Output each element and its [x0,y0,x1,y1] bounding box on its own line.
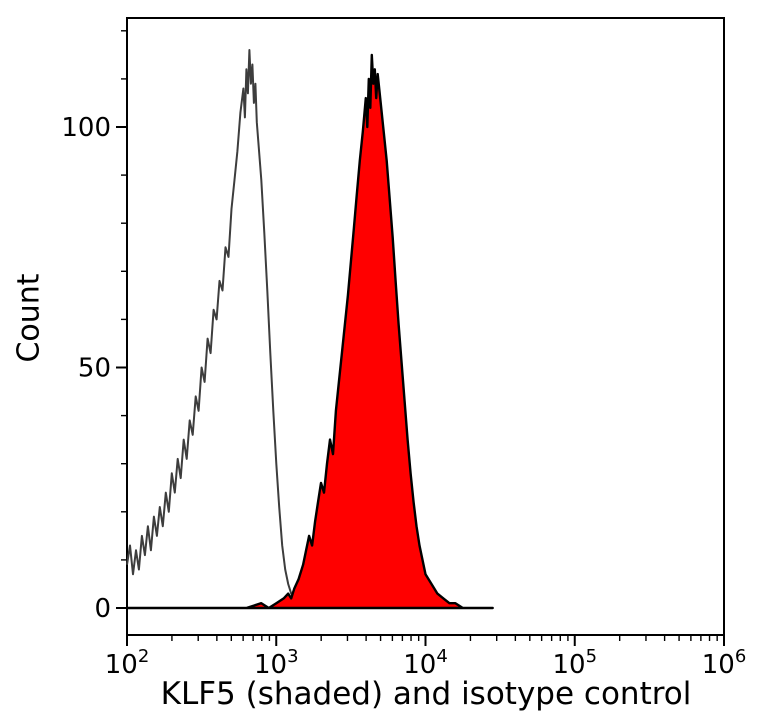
series-curve-klf5-shaded [125,53,494,610]
y-tick-label: 50 [78,354,111,384]
x-tick-label: 104 [403,646,448,680]
x-tick-label: 102 [105,646,150,680]
x-tick-label: 105 [552,646,597,680]
y-tick-label: 0 [94,594,111,624]
y-axis-title: Count [11,273,47,363]
plot-frame [126,17,725,636]
x-tick-label: 103 [254,646,299,680]
x-tick-label: 106 [702,646,747,680]
y-tick-label: 100 [61,113,111,143]
x-axis-title: KLF5 (shaded) and isotype control [160,676,692,712]
series-curve-isotype-control [126,49,411,609]
